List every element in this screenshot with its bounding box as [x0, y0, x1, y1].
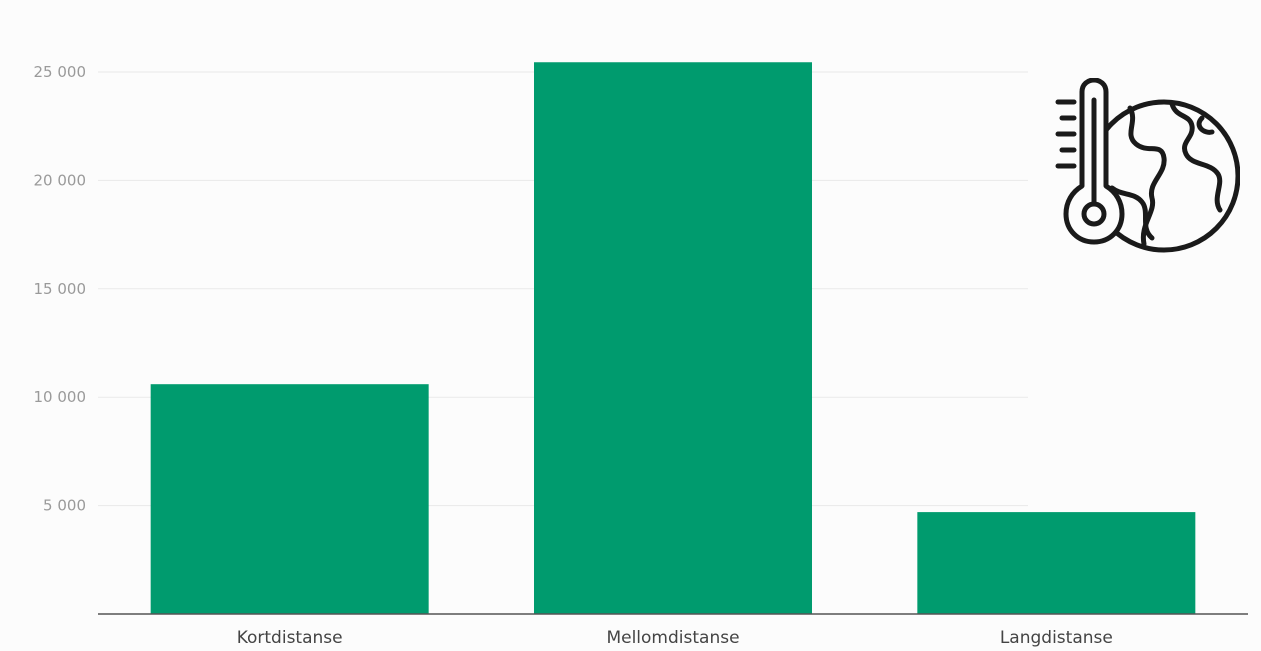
x-category-label: Langdistanse: [1000, 628, 1113, 648]
y-axis-tick-labels: 5 000 10 000 15 000 20 000 25 000: [34, 63, 87, 515]
x-axis-category-labels: Kortdistanse Mellomdistanse Langdistanse: [237, 628, 1113, 648]
x-category-label: Kortdistanse: [237, 628, 343, 648]
y-tick-label: 5 000: [43, 497, 86, 515]
x-category-label: Mellomdistanse: [606, 628, 739, 648]
thermometer-globe-icon: [1055, 78, 1240, 253]
bar-langdistanse: [917, 512, 1196, 614]
bar-mellomdistanse: [534, 62, 812, 614]
y-tick-label: 10 000: [34, 388, 87, 406]
bars: [150, 62, 1196, 614]
bar-kortdistanse: [150, 384, 429, 614]
y-tick-label: 15 000: [34, 280, 87, 298]
y-tick-label: 25 000: [34, 63, 87, 81]
y-tick-label: 20 000: [34, 171, 87, 189]
